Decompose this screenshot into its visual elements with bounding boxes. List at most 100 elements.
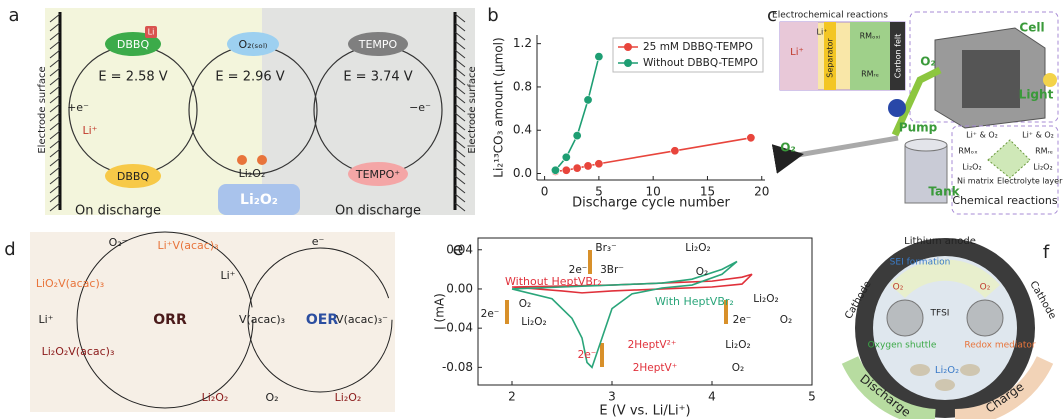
annotation: 2e⁻ [569,264,588,276]
diagram-text: RMₒₓ [958,147,978,156]
diagram-text: Ni matrix [957,177,994,186]
diagram-text: −e⁻ [409,101,431,114]
mediator [967,300,1003,336]
annotation: 2HeptV²⁺ [628,339,677,351]
diagram-text: E = 3.74 V [343,70,412,85]
diagram-text: Li⁺V(acac)₃ [157,239,218,252]
data-point [584,96,592,104]
diagram-text: Li₂O₂ [240,192,278,208]
legend-marker [624,59,632,67]
x-axis-label: Discharge cycle number [572,196,730,211]
diagram-text: RMᵣₑ [1035,147,1053,156]
panel-label: f [1043,242,1050,263]
x-tick-label: 5 [808,390,816,404]
light-bulb [1043,73,1057,87]
diagram-text: Electrode surface [467,66,478,153]
o2-inlet [798,138,898,155]
diagram-text: Electrochemical reactions [772,11,888,21]
diagram-text: Li₂O₂ [239,167,266,180]
data-point [595,160,603,168]
annotation: 2e⁻ [481,308,500,320]
diagram-text: Chemical reactions [952,194,1057,207]
annotation: 3Br⁻ [600,264,624,276]
diagram-text: O₂ [265,391,278,404]
cell-face [962,50,1020,108]
y-tick-label: -0.04 [442,321,473,335]
y-axis-label: Li₂¹³CO₃ amount (μmol) [492,37,506,177]
series-label: Without HeptVBr₂ [505,275,602,288]
annotation: O₂ [732,362,744,374]
diagram-text: Lithium anode [904,236,976,247]
annotation: Li₂O₂ [725,339,750,351]
legend-marker [624,43,632,51]
diagram-text: TEMPO [358,38,398,51]
o-atom [257,155,267,165]
data-line [555,57,598,171]
y-tick-label: 0.8 [513,79,532,93]
diagram-text: ORR [153,312,187,328]
x-tick-label: 3 [608,390,616,404]
diagram-text: Li₂O₂ [335,391,362,404]
diagram-text: O₂ [980,283,991,293]
diagram-text: Li₂O₂ [935,365,959,376]
y-tick-label: 0.4 [513,123,532,137]
diagram-text: Redox mediator [964,341,1036,351]
diagram-text: Li⁺ & O₂ [966,131,998,140]
data-point [573,164,581,172]
tank-top [905,139,947,151]
pump [888,99,906,117]
diagram-text: E = 2.58 V [98,70,167,85]
y-tick-label: 1.2 [513,36,532,50]
diagram-text: DBBQ [117,170,150,183]
diagram-text: Li⁺ & O₂ [1022,131,1054,140]
diagram-text: Li₂O₂ [962,163,981,172]
x-tick-label: 4 [708,390,716,404]
legend-label: 25 mM DBBQ-TEMPO [643,41,753,53]
li2o2-particle [910,364,930,376]
ni-matrix [988,140,1030,178]
data-point [573,131,581,139]
diagram-text: Light [1019,88,1054,102]
x-tick-label: 20 [754,185,769,199]
diagram-text: V(acac)₃⁻ [336,313,388,326]
diagram-text: Pump [899,121,938,135]
data-point [551,166,559,174]
diagram-text: Li⁺ [39,313,54,326]
legend-label: Without DBBQ-TEMPO [643,57,758,69]
diagram-text: e⁻ [312,235,325,248]
annotation: O₂ [696,266,708,278]
annotation: O₂ [780,314,792,326]
diagram-text: Li₂O₂V(acac)₃ [42,345,115,358]
data-point [562,153,570,161]
data-point [584,162,592,170]
annotation: 2e⁻ [578,349,597,361]
panel-label: b [487,5,498,26]
annotation: Li₂O₂ [753,293,778,305]
diagram-text: Li [148,28,155,37]
diagram-text: O₂ [920,55,935,69]
diagram-text: Li₂O₂ [1033,163,1052,172]
electrode-bar [505,300,509,324]
diagram-text: Li⁺ [221,269,236,282]
diagram-text: On discharge [75,204,161,219]
data-point [747,134,755,142]
annotation: Li₂O₂ [685,242,710,254]
annotation: Li₂O₂ [521,316,546,328]
diagram-text: TEMPO⁺ [355,168,400,181]
diagram-text: Separator [826,38,835,78]
x-tick-label: 2 [508,390,516,404]
y-axis-label: I (mA) [433,293,447,330]
panel-label: d [4,239,15,260]
diagram-text: +e⁻ [67,101,89,114]
diagram-text: DBBQ [117,38,150,51]
diagram-text: O₂ [893,283,904,293]
li2o2-particle [935,379,955,391]
y-tick-label: -0.08 [442,360,473,374]
li2o2-particle [960,364,980,376]
figure: abcdefElectrode surfaceElectrode surface… [0,0,1063,419]
diagram-text: Carbon felt [894,34,903,78]
diagram-text: O₂⁻ [109,236,128,249]
diagram-text: O₂₍ₛₒₗ₎ [239,38,268,51]
mediator [887,300,923,336]
x-tick-label: 0 [541,185,549,199]
